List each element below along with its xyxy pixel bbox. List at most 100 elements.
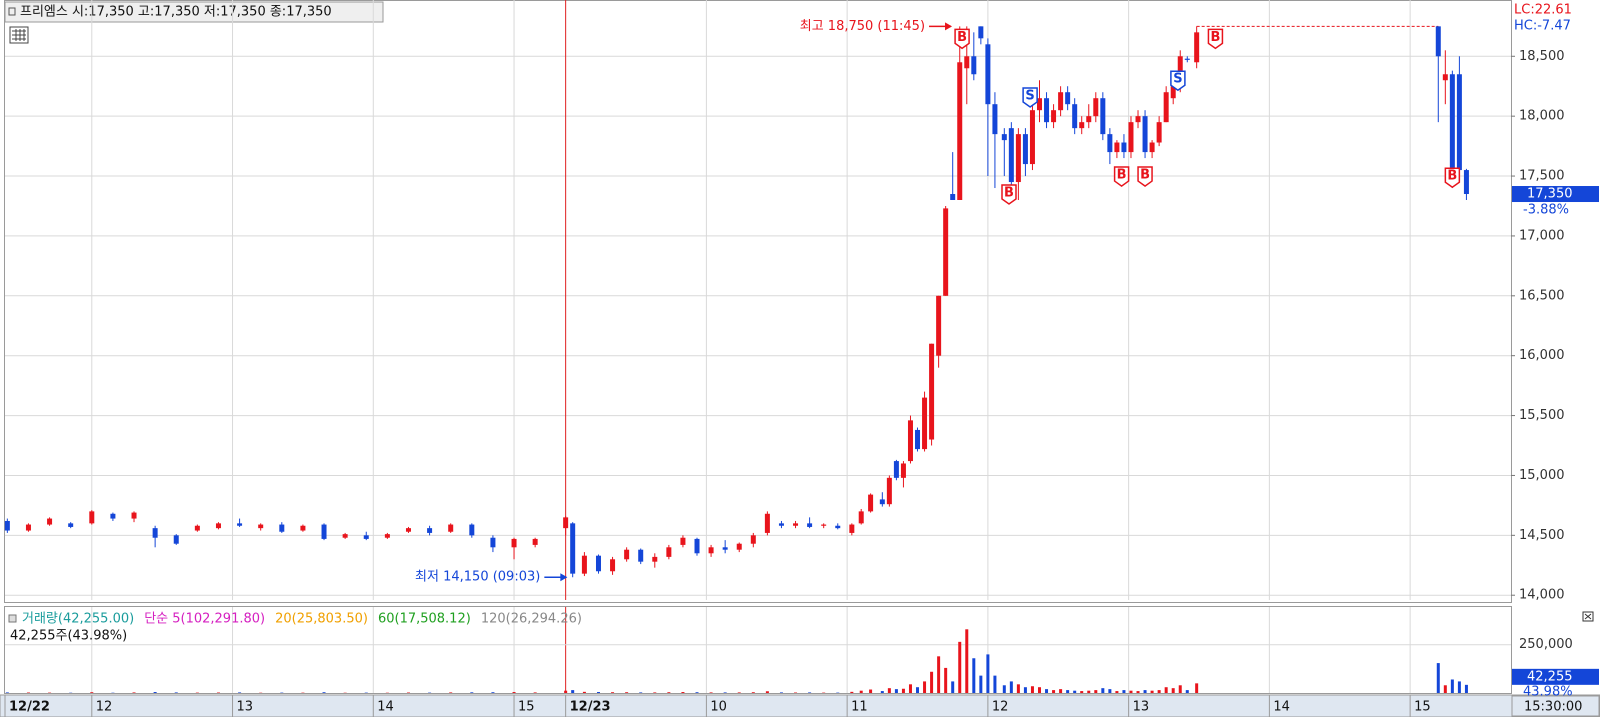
y-tick-label: 15,500 [1519, 408, 1565, 423]
volume-bar [972, 658, 976, 693]
y-tick-label: 14,000 [1519, 588, 1565, 603]
candle-body [1194, 32, 1200, 63]
y-tick-label: 17,500 [1519, 169, 1565, 184]
volume-bar [859, 690, 863, 693]
candle-body [1029, 110, 1035, 165]
volume-bar [1080, 691, 1084, 693]
x-tick-label: 14 [1273, 700, 1290, 715]
volume-bar [470, 692, 474, 693]
candle-body [849, 524, 855, 533]
volume-bar [993, 675, 997, 693]
volume-note: 42,255주(43.98%) [10, 629, 127, 644]
candle-body [363, 535, 369, 539]
candle-body [570, 523, 576, 574]
candle-body [89, 511, 95, 524]
volume-bar [132, 692, 136, 693]
volume-bar [681, 692, 685, 693]
volume-tick-label: 250,000 [1519, 637, 1573, 652]
lc-label: LC:22.61 [1514, 3, 1572, 18]
volume-bar [908, 684, 912, 693]
volume-bar [880, 691, 884, 693]
volume-bar [751, 692, 755, 693]
x-tick-label: 11 [851, 700, 868, 715]
last-price-label: 17,350 [1527, 187, 1573, 202]
volume-bar [1457, 681, 1461, 693]
header-box [4, 1, 384, 23]
candle-body [964, 56, 970, 69]
last-volume-label: 42,255 [1527, 669, 1573, 684]
candle-body [1093, 98, 1099, 117]
volume-bar [1052, 690, 1056, 693]
candle-body [194, 525, 200, 531]
candle-body [1142, 116, 1148, 153]
table-icon[interactable] [9, 26, 29, 44]
candle-body [490, 537, 496, 548]
volume-bar [695, 692, 699, 693]
volume-bar [1195, 683, 1199, 693]
volume-legend-entry: 120(26,294.26) [481, 612, 582, 627]
volume-bar [1185, 690, 1189, 693]
volume-bar [1101, 688, 1105, 693]
candle-body [68, 523, 74, 527]
volume-legend-entry: 20(25,803.50) [275, 612, 368, 627]
hc-label: HC:-7.47 [1514, 19, 1571, 34]
volume-bar [1136, 691, 1140, 693]
annotation-arrowhead [945, 22, 953, 31]
candle-body [907, 420, 913, 462]
volume-bar [1059, 689, 1063, 693]
signal-marker [1001, 184, 1017, 205]
candle-body [1058, 92, 1064, 111]
volume-bar [1157, 690, 1161, 693]
candle-body [992, 104, 998, 135]
signal-label: B [1447, 169, 1457, 184]
candle-body [943, 208, 949, 296]
y-tick-label: 14,500 [1519, 528, 1565, 543]
candle-body [1072, 104, 1078, 129]
candle-body [258, 524, 264, 529]
signal-marker [954, 28, 970, 50]
candle-body [1149, 142, 1155, 153]
candle-body [25, 524, 31, 531]
volume-bar [894, 689, 898, 693]
candle-body [321, 524, 327, 539]
x-tick-label: 14 [377, 700, 394, 715]
volume-bar [1087, 690, 1091, 693]
volume-bar [90, 692, 94, 693]
volume-bar [1143, 690, 1147, 693]
volume-bar [1164, 687, 1168, 693]
candle-body [1086, 116, 1092, 123]
candle-body [1128, 122, 1134, 153]
candle-body [764, 513, 770, 533]
x-tick-label: 12/23 [570, 700, 611, 715]
volume-bar [653, 692, 657, 693]
x-tick-label: 12 [992, 700, 1009, 715]
volume-bar [1037, 687, 1041, 693]
candle-body [469, 524, 475, 536]
volume-bar [944, 667, 948, 693]
candle-body [1107, 134, 1113, 153]
candle-body [652, 556, 658, 562]
candle-body [173, 535, 179, 544]
candle-body [1135, 116, 1141, 123]
volume-bar [596, 692, 600, 693]
candle-body [610, 559, 616, 572]
time-axis-band [0, 694, 1600, 717]
candle-body [1036, 98, 1042, 111]
candle-body [427, 528, 433, 533]
volume-bar [1073, 690, 1077, 693]
signal-label: B [1140, 168, 1150, 183]
annotation-arrowhead [560, 573, 568, 582]
table-icon-grid [12, 29, 26, 41]
header-icon [8, 7, 16, 16]
x-tick-label: 12/22 [9, 700, 50, 715]
volume-panel-frame [4, 606, 1512, 694]
volume-bar [1009, 681, 1013, 693]
candle-body [978, 26, 984, 39]
signal-marker [1113, 166, 1130, 187]
signal-marker [1207, 28, 1224, 50]
candle-body [511, 538, 517, 548]
candle-body [793, 523, 799, 526]
volume-bar [582, 691, 586, 693]
